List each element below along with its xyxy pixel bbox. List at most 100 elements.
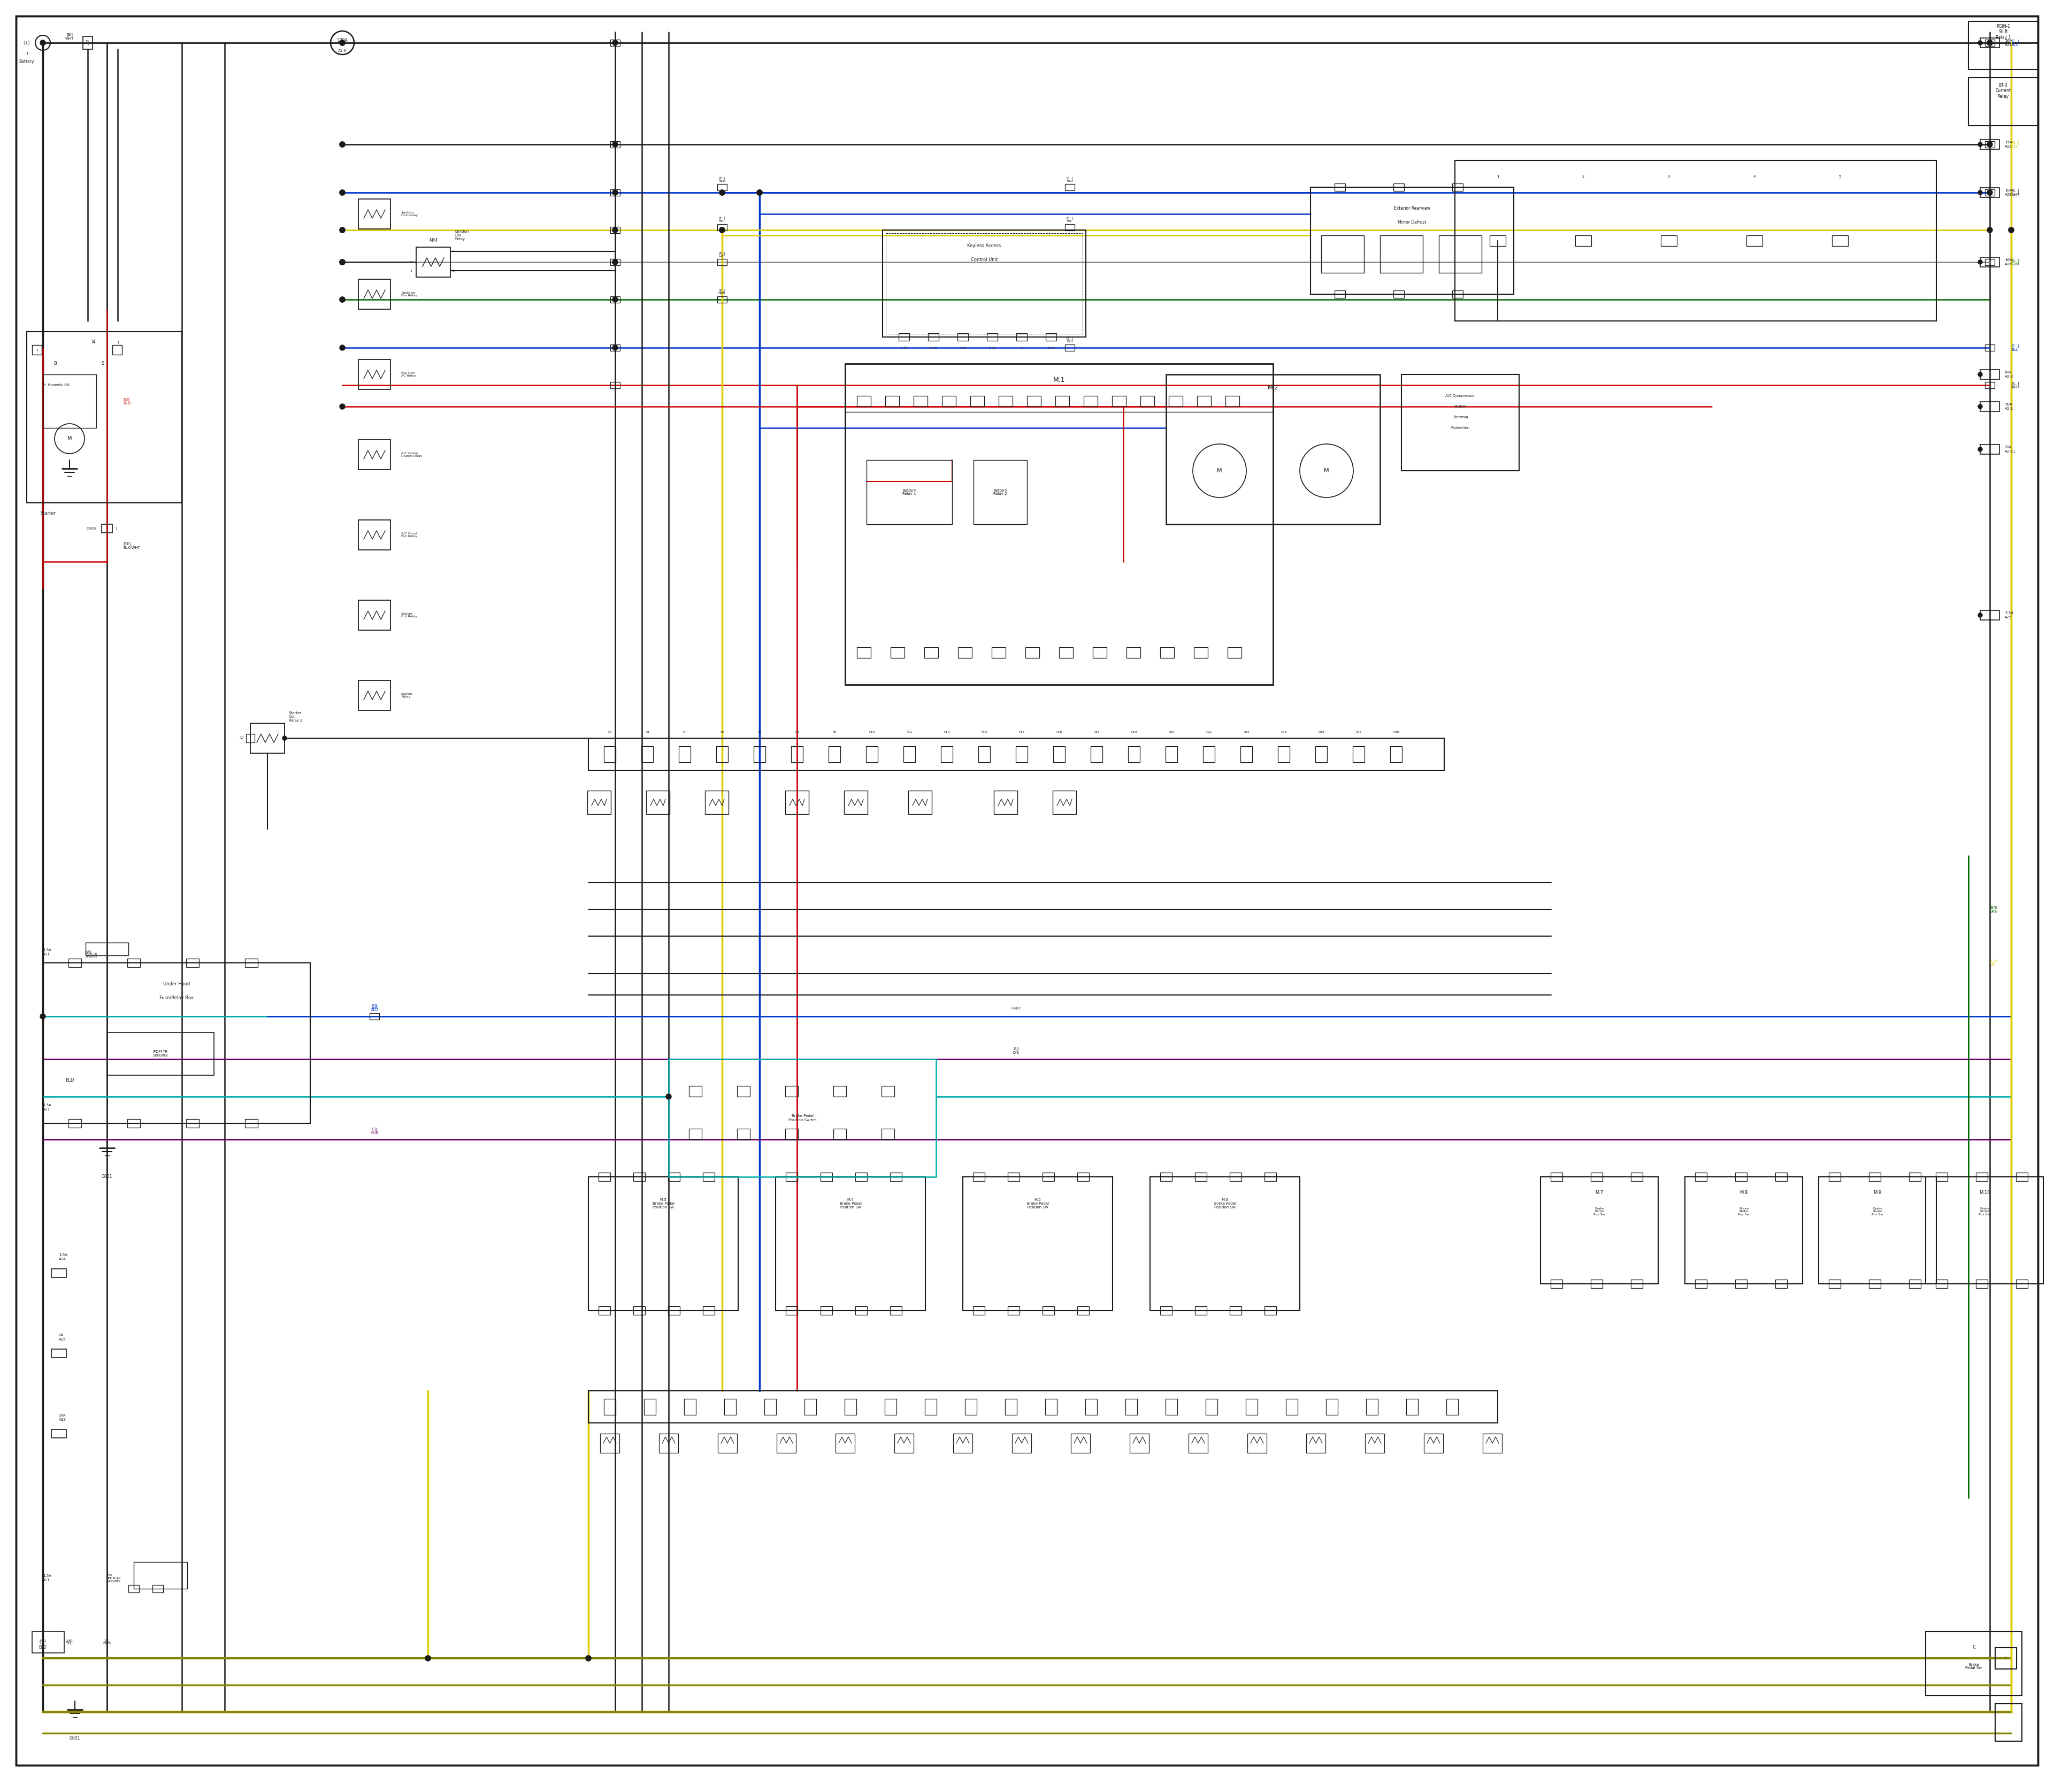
Bar (1980, 140, 1999, 149)
Circle shape (1986, 228, 1992, 233)
Bar (998, 396, 1013, 407)
Bar (1980, 38, 1999, 48)
Text: 20A
A2-11: 20A A2-11 (2005, 446, 2015, 453)
Bar (881, 1086, 893, 1097)
Text: Brake
Pedal Sw: Brake Pedal Sw (1966, 1663, 1982, 1670)
Bar (1775, 1172, 1787, 1181)
Text: P5: P5 (721, 731, 725, 733)
Bar (1027, 396, 1041, 407)
Bar (82, 36, 92, 48)
Circle shape (2009, 228, 2013, 233)
Text: P26: P26 (1393, 731, 1399, 733)
Bar (1984, 344, 1994, 351)
Bar (1869, 1172, 1881, 1181)
Text: 16A
A21: 16A A21 (2005, 39, 2013, 47)
Text: M.10: M.10 (1978, 1190, 1990, 1195)
Text: G001: G001 (101, 1174, 113, 1179)
Text: 1.5A
A14: 1.5A A14 (60, 1254, 68, 1260)
Bar (776, 1434, 797, 1453)
Bar (1140, 396, 1154, 407)
Bar (684, 1400, 696, 1416)
Bar (1247, 1400, 1257, 1416)
Bar (1228, 647, 1241, 658)
Bar (668, 1172, 680, 1181)
Circle shape (339, 403, 345, 409)
Bar (1423, 1434, 1444, 1453)
Bar (1043, 1172, 1054, 1181)
Bar (610, 142, 620, 147)
Text: M: M (68, 435, 72, 441)
Bar (678, 745, 690, 762)
Text: Starter
Relay: Starter Relay (401, 692, 413, 699)
Bar (1335, 290, 1345, 297)
Bar (1265, 1306, 1276, 1315)
Text: [E..]
GRY: [E..] GRY (719, 251, 725, 258)
Text: S: S (101, 362, 105, 366)
Circle shape (665, 1093, 672, 1098)
Text: 15A
A22: 15A A22 (2005, 142, 2013, 149)
Bar (187, 959, 199, 968)
Text: Ignition
Coil Relay: Ignition Coil Relay (401, 211, 417, 217)
Text: Clutch: Clutch (1454, 405, 1467, 409)
Bar (357, 681, 390, 710)
Text: PGIN-1
Shift
Relay 1: PGIN-1 Shift Relay 1 (1996, 23, 2011, 39)
Bar (754, 745, 766, 762)
Bar (1736, 1172, 1748, 1181)
Text: [E..]
WHT: [E..] WHT (2011, 188, 2019, 197)
Bar (610, 39, 620, 47)
Text: 10A
A29: 10A A29 (2005, 190, 2013, 195)
Bar (1265, 1172, 1276, 1181)
Bar (1354, 745, 1364, 762)
Text: M.3
Brake Pedal
Position Sw: M.3 Brake Pedal Position Sw (653, 1199, 674, 1210)
Bar (1165, 1400, 1177, 1416)
Bar (246, 735, 255, 742)
Bar (598, 1172, 610, 1181)
Text: Under Hood: Under Hood (162, 982, 189, 987)
Bar (1631, 1279, 1643, 1288)
Bar (668, 1306, 680, 1315)
Bar (963, 1177, 1113, 1310)
Circle shape (339, 228, 345, 233)
Bar (1994, 1647, 2017, 1668)
Bar (717, 745, 727, 762)
Circle shape (612, 297, 618, 303)
Text: Brake
Pedal
Pos Sw: Brake Pedal Pos Sw (1594, 1208, 1604, 1217)
Bar (854, 1172, 867, 1181)
Circle shape (756, 190, 762, 195)
Bar (1004, 1400, 1017, 1416)
Bar (357, 439, 390, 470)
Text: 16A
A16: 16A A16 (2005, 258, 2013, 265)
Circle shape (41, 1014, 45, 1020)
Text: 7.5A
A25: 7.5A A25 (2005, 611, 2013, 618)
Bar (834, 1086, 846, 1097)
Text: Control Unit: Control Unit (972, 256, 998, 262)
Bar (844, 1400, 857, 1416)
Bar (633, 1172, 645, 1181)
Text: P11: P11 (906, 731, 912, 733)
Bar (1927, 1631, 2021, 1695)
Bar (1064, 344, 1074, 351)
Text: [EI]
WHT: [EI] WHT (66, 32, 74, 39)
Circle shape (339, 39, 345, 45)
Bar (134, 1563, 187, 1590)
Bar (33, 346, 41, 355)
Text: S7: S7 (238, 737, 244, 740)
Bar (785, 1129, 799, 1140)
Text: 1.5A
A11: 1.5A A11 (43, 1575, 51, 1582)
Text: P15: P15 (1019, 731, 1025, 733)
Bar (51, 1269, 66, 1278)
Bar (1976, 1172, 1988, 1181)
Bar (610, 228, 620, 233)
Text: [E..]
YEL: [E..] YEL (2011, 142, 2019, 149)
Bar (928, 333, 939, 340)
Bar (1440, 235, 1481, 272)
Bar (908, 790, 933, 814)
Bar (1195, 1306, 1208, 1315)
Text: A/C Compressor: A/C Compressor (1446, 394, 1475, 398)
Bar (610, 382, 620, 389)
Bar (974, 1306, 984, 1315)
Bar (1980, 188, 1999, 197)
Circle shape (612, 228, 618, 233)
Circle shape (612, 346, 618, 351)
Bar (957, 333, 967, 340)
